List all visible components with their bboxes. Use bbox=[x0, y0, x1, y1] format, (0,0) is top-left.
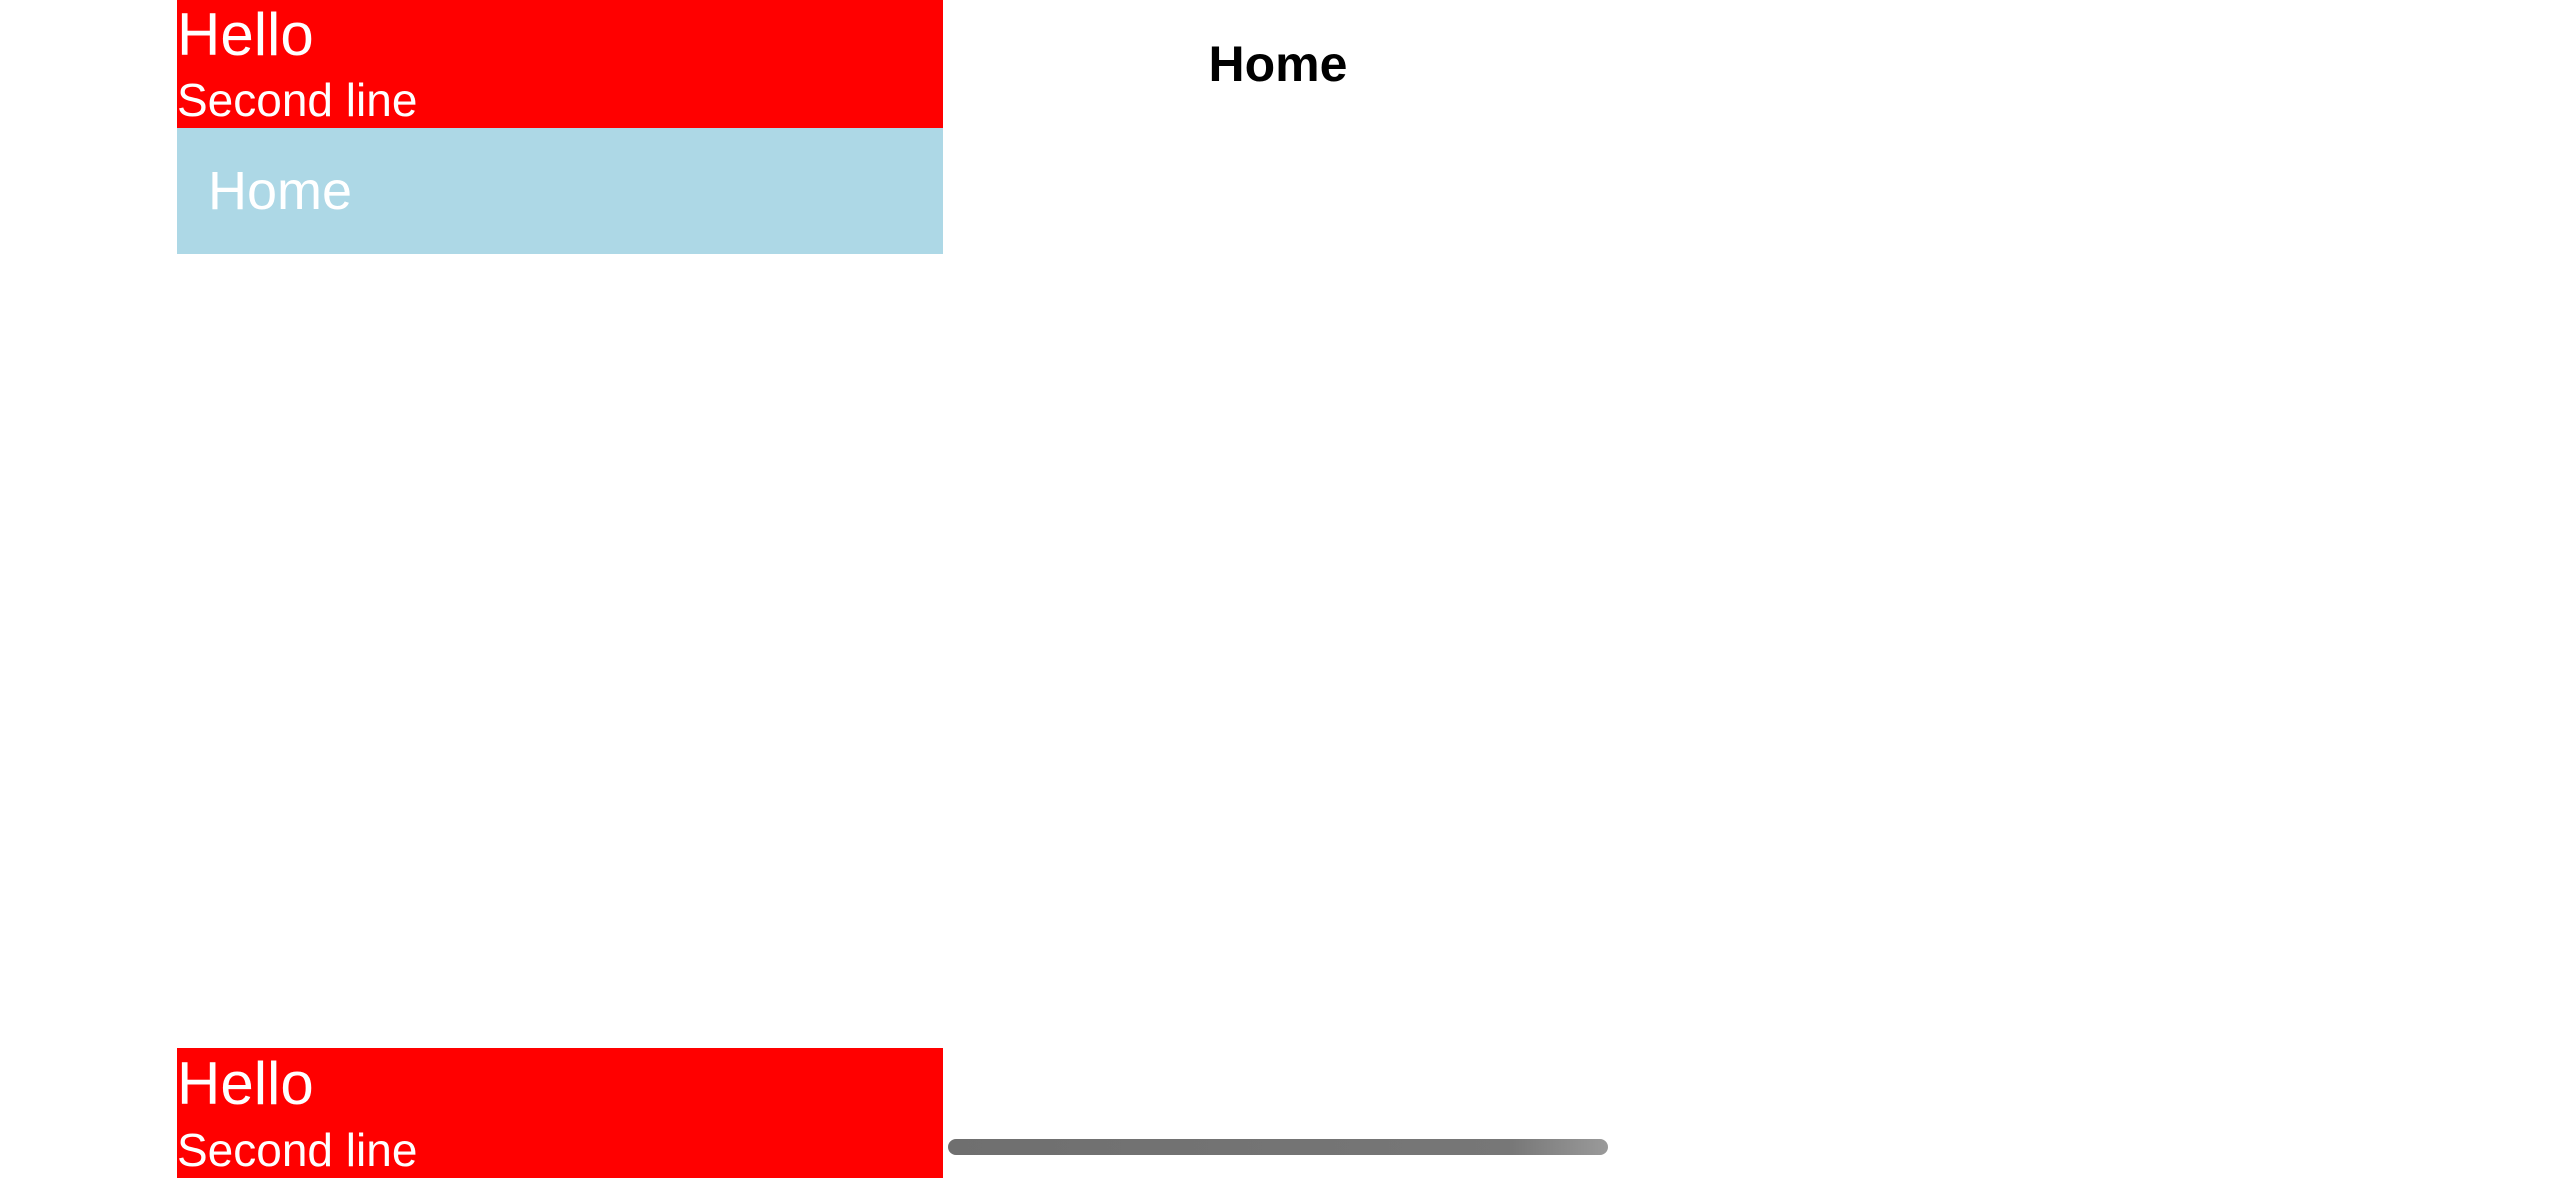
flyout-item-label: Home bbox=[208, 161, 353, 221]
flyout-footer: Hello Second line bbox=[177, 1048, 943, 1178]
page-title: Home bbox=[1208, 36, 1348, 92]
flyout-header: Hello Second line bbox=[177, 0, 943, 128]
flyout-header-subtitle: Second line bbox=[177, 74, 418, 126]
flyout-footer-title: Hello bbox=[177, 1050, 314, 1117]
home-indicator[interactable] bbox=[948, 1139, 1608, 1155]
flyout-menu: Hello Second line Home Hello Second line bbox=[177, 0, 943, 1178]
flyout-header-title: Hello bbox=[177, 1, 314, 68]
flyout-item-home[interactable]: Home bbox=[177, 128, 943, 254]
flyout-footer-subtitle: Second line bbox=[177, 1124, 418, 1176]
